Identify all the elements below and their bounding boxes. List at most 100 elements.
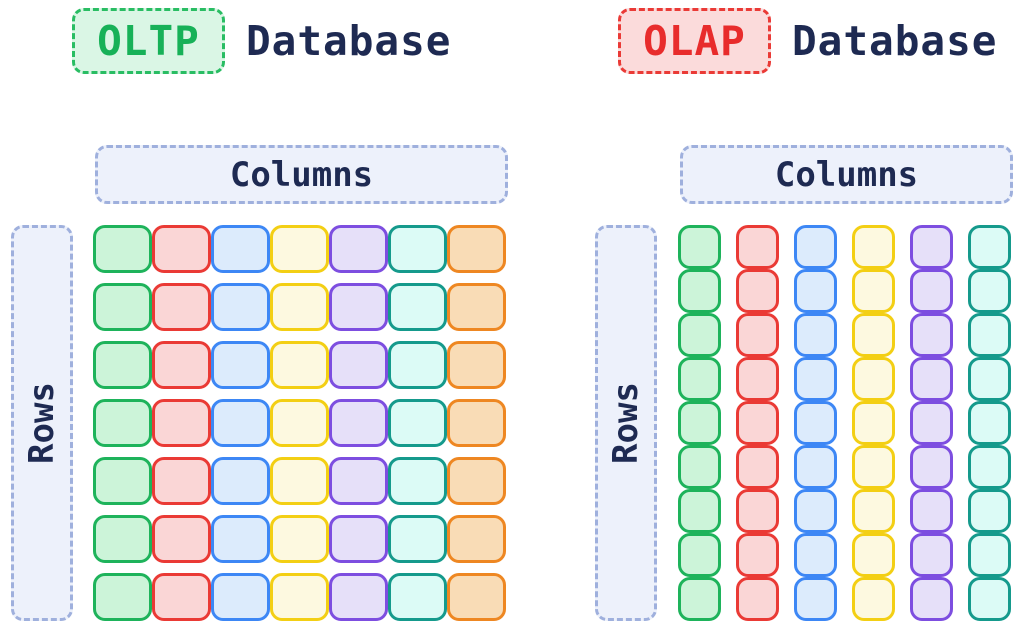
cell-purple: [329, 341, 388, 389]
cell-green: [678, 225, 721, 269]
cell-purple: [329, 457, 388, 505]
cell-yellow: [270, 515, 329, 563]
cell-yellow: [852, 533, 895, 577]
cell-purple: [910, 313, 953, 357]
cell-teal: [388, 573, 447, 621]
cell-orange: [447, 573, 506, 621]
cell-green: [93, 573, 152, 621]
cell-teal: [388, 225, 447, 273]
cell-green: [93, 399, 152, 447]
cell-red: [736, 313, 779, 357]
cell-orange: [447, 515, 506, 563]
oltp-columns-label: Columns: [95, 145, 508, 204]
cell-yellow: [852, 225, 895, 269]
cell-green: [678, 401, 721, 445]
cell-blue: [794, 445, 837, 489]
cell-orange: [447, 457, 506, 505]
cell-green: [93, 341, 152, 389]
cell-red: [736, 577, 779, 621]
cell-purple: [910, 225, 953, 269]
cell-purple: [329, 283, 388, 331]
cell-teal: [968, 225, 1011, 269]
olap-column-teal: [968, 225, 1011, 621]
cell-purple: [910, 357, 953, 401]
cell-teal: [388, 399, 447, 447]
cell-red: [736, 357, 779, 401]
cell-blue: [794, 577, 837, 621]
cell-yellow: [852, 489, 895, 533]
cell-yellow: [270, 225, 329, 273]
cell-red: [736, 445, 779, 489]
cell-purple: [910, 445, 953, 489]
cell-blue: [794, 357, 837, 401]
cell-red: [152, 457, 211, 505]
cell-green: [678, 489, 721, 533]
olap-column-red: [736, 225, 779, 621]
cell-teal: [388, 515, 447, 563]
cell-blue: [211, 341, 270, 389]
olap-rows-label: Rows: [595, 225, 657, 621]
cell-yellow: [852, 269, 895, 313]
oltp-tag-badge: OLTP: [72, 8, 225, 74]
cell-purple: [910, 489, 953, 533]
cell-green: [678, 357, 721, 401]
cell-blue: [794, 269, 837, 313]
cell-blue: [211, 515, 270, 563]
cell-teal: [968, 357, 1011, 401]
cell-yellow: [270, 341, 329, 389]
cell-red: [736, 269, 779, 313]
cell-blue: [794, 313, 837, 357]
olap-title-text: Database: [792, 17, 998, 65]
cell-yellow: [852, 577, 895, 621]
cell-yellow: [852, 445, 895, 489]
cell-teal: [388, 283, 447, 331]
cell-orange: [447, 225, 506, 273]
cell-red: [152, 515, 211, 563]
cell-green: [678, 533, 721, 577]
cell-purple: [910, 577, 953, 621]
cell-red: [152, 573, 211, 621]
olap-tag-badge: OLAP: [618, 8, 771, 74]
cell-purple: [910, 533, 953, 577]
cell-teal: [968, 313, 1011, 357]
olap-rows-label-text: Rows: [606, 382, 647, 464]
cell-red: [152, 399, 211, 447]
cell-orange: [447, 283, 506, 331]
olap-column-blue: [794, 225, 837, 621]
cell-teal: [388, 341, 447, 389]
cell-orange: [447, 399, 506, 447]
cell-yellow: [852, 313, 895, 357]
cell-green: [678, 313, 721, 357]
oltp-title-text: Database: [246, 17, 452, 65]
cell-blue: [211, 399, 270, 447]
olap-grid: [678, 225, 1011, 621]
cell-red: [736, 225, 779, 269]
cell-green: [678, 269, 721, 313]
oltp-rows-label-text: Rows: [22, 382, 63, 464]
cell-orange: [447, 341, 506, 389]
cell-red: [736, 489, 779, 533]
cell-red: [152, 341, 211, 389]
cell-yellow: [270, 457, 329, 505]
cell-red: [736, 401, 779, 445]
cell-blue: [211, 573, 270, 621]
cell-teal: [968, 577, 1011, 621]
cell-teal: [968, 533, 1011, 577]
cell-yellow: [270, 573, 329, 621]
cell-blue: [794, 401, 837, 445]
cell-teal: [968, 269, 1011, 313]
cell-teal: [968, 489, 1011, 533]
cell-purple: [329, 573, 388, 621]
cell-blue: [794, 225, 837, 269]
cell-red: [152, 225, 211, 273]
cell-green: [93, 225, 152, 273]
cell-blue: [211, 457, 270, 505]
cell-teal: [388, 457, 447, 505]
cell-blue: [211, 283, 270, 331]
cell-yellow: [852, 401, 895, 445]
cell-green: [93, 283, 152, 331]
oltp-title: OLTP Database: [72, 8, 451, 74]
cell-yellow: [852, 357, 895, 401]
cell-green: [93, 457, 152, 505]
oltp-rows-label: Rows: [11, 225, 73, 621]
